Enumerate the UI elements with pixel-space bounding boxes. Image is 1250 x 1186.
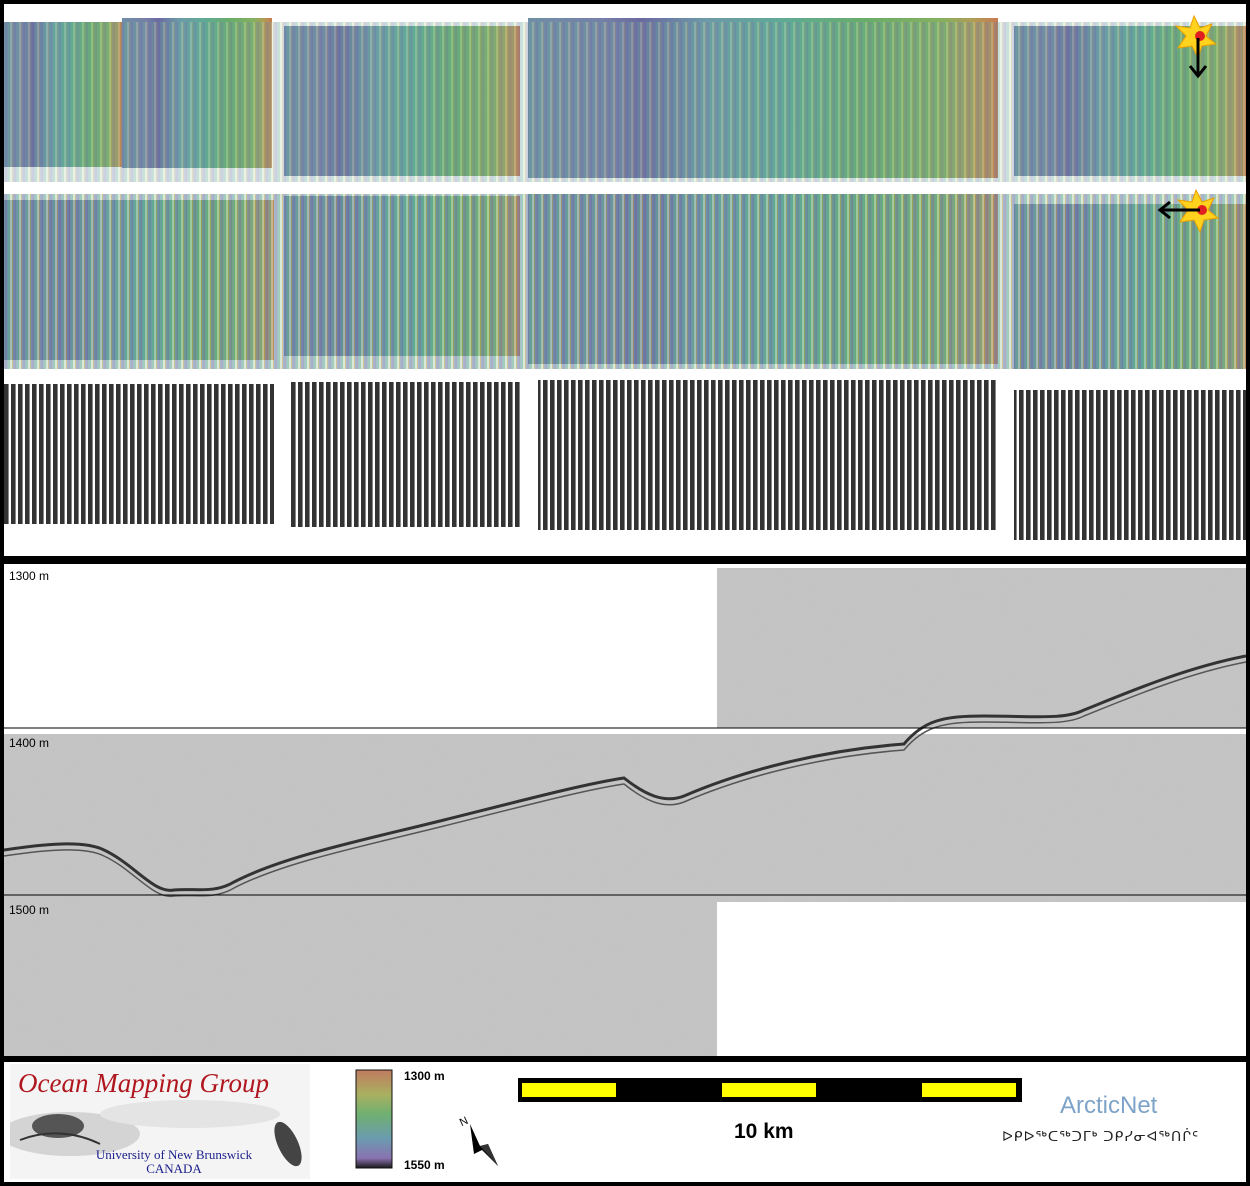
- depth-label-1400: 1400 m: [9, 736, 50, 750]
- down-arrow-icon: [1188, 38, 1208, 79]
- north-arrow-icon: [470, 1124, 498, 1166]
- omg-title: Ocean Mapping Group: [18, 1068, 269, 1098]
- omg-university: University of New Brunswick: [95, 1147, 253, 1162]
- left-arrow-icon: [1157, 200, 1200, 220]
- depth-label-1300: 1300 m: [9, 569, 50, 583]
- arcticnet-logo: ArcticNet: [1060, 1092, 1158, 1119]
- colorbar-bottom-label: 1550 m: [404, 1158, 445, 1172]
- bathymetry-panel: [4, 4, 1246, 556]
- bathymetry-row-1: [4, 18, 1246, 182]
- bathymetry-row-2: [4, 194, 1246, 369]
- bathymetry-svg: [4, 14, 1246, 540]
- backscatter-row: [4, 380, 1246, 540]
- legend-panel: Ocean Mapping Group University of New Br…: [4, 1062, 1246, 1182]
- omg-subtitle: University of New Brunswick CANADA: [74, 1148, 274, 1176]
- profile-svg: [4, 568, 1246, 1056]
- omg-country: CANADA: [146, 1161, 202, 1176]
- profile-panel: 1300 m 1400 m 1500 m: [4, 564, 1246, 1056]
- scale-bar-label: 10 km: [734, 1120, 794, 1143]
- scale-bar: [518, 1078, 1022, 1102]
- arcticnet-syllabics: ᐅᑭᐅᖅᑕᖅᑐᒥᒃ ᑐᑭᓯᓂᐊᖅᑎᒌᑦ: [1002, 1128, 1200, 1144]
- colorbar-top-label: 1300 m: [404, 1069, 445, 1083]
- depth-colorbar: [355, 1069, 393, 1169]
- omg-logo-image: [10, 1064, 310, 1179]
- depth-label-1500: 1500 m: [9, 903, 50, 917]
